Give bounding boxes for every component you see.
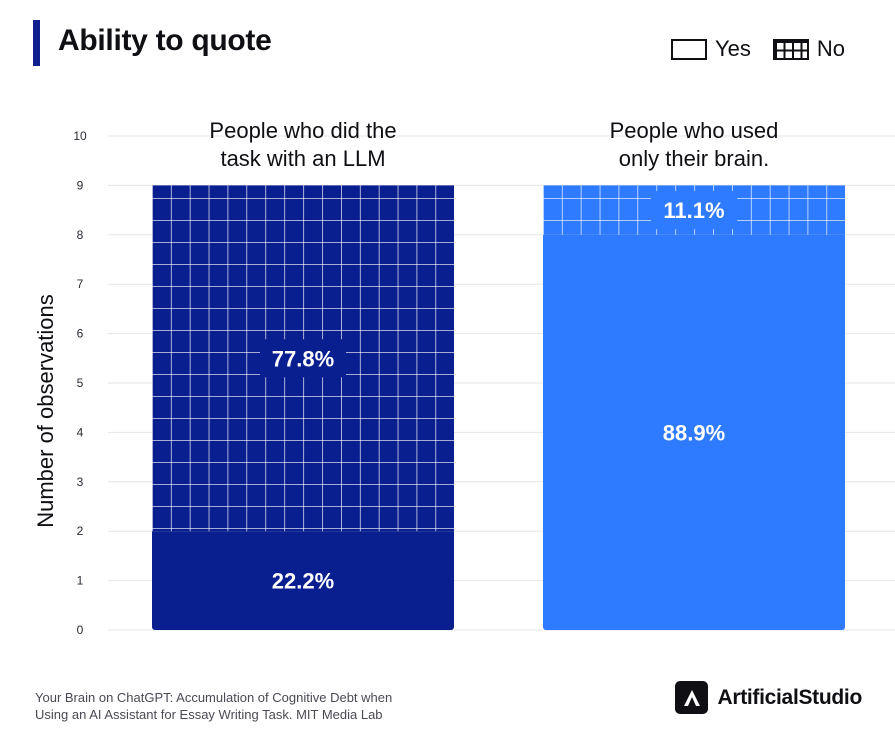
- legend-item-no: No: [772, 36, 845, 62]
- data-label-no-bg: [260, 339, 346, 378]
- y-tick-label: 7: [77, 277, 84, 291]
- brand: ArtificialStudio: [675, 681, 862, 714]
- y-tick-label: 4: [77, 425, 84, 439]
- legend-swatch-yes: [670, 38, 707, 60]
- chart-title: Ability to quote: [58, 24, 272, 57]
- source-line-1: Your Brain on ChatGPT: Accumulation of C…: [35, 690, 393, 705]
- legend: Yes No: [670, 36, 845, 62]
- legend-label-yes: Yes: [714, 36, 751, 61]
- data-label-yes: 88.9%: [663, 420, 725, 445]
- y-tick-label: 0: [77, 623, 84, 637]
- brand-name: ArtificialStudio: [717, 685, 862, 709]
- y-tick-label: 5: [77, 376, 84, 390]
- category-label: only their brain.: [619, 146, 769, 171]
- y-tick-label: 8: [77, 228, 84, 242]
- y-tick-label: 6: [77, 327, 84, 341]
- y-tick-label: 1: [77, 574, 84, 588]
- legend-swatch-no: [772, 38, 809, 60]
- y-tick-label: 2: [77, 524, 84, 538]
- title-accent-bar: [33, 20, 40, 66]
- data-label-no-bg: [651, 191, 737, 230]
- legend-item-yes: Yes: [670, 36, 751, 62]
- y-axis-label: Number of observations: [33, 294, 58, 528]
- bar-chart: 0 1 2 3 4 5 6 7 8 9 10 Number of observations 22.2% 7…: [33, 118, 895, 637]
- source-line-2: Using an AI Assistant for Essay Writing …: [35, 707, 383, 722]
- artificialstudio-logo-icon: [675, 681, 709, 714]
- bar-group: [152, 185, 454, 630]
- bar-segment-yes: [152, 531, 454, 630]
- legend-label-no: No: [816, 36, 845, 61]
- category-label: task with an LLM: [220, 146, 385, 171]
- bar-group: [543, 185, 845, 630]
- source-citation: Your Brain on ChatGPT: Accumulation of C…: [35, 689, 465, 723]
- data-label-no: 77.8%: [272, 346, 334, 371]
- data-label-yes: 22.2%: [272, 569, 334, 594]
- bar-segment-yes: [543, 234, 845, 630]
- category-label: People who used: [610, 118, 779, 143]
- y-tick-label: 10: [73, 129, 87, 143]
- category-label: People who did the: [209, 118, 396, 143]
- y-tick-label: 9: [77, 178, 84, 192]
- data-label-no: 11.1%: [663, 198, 724, 223]
- y-tick-label: 3: [77, 475, 84, 489]
